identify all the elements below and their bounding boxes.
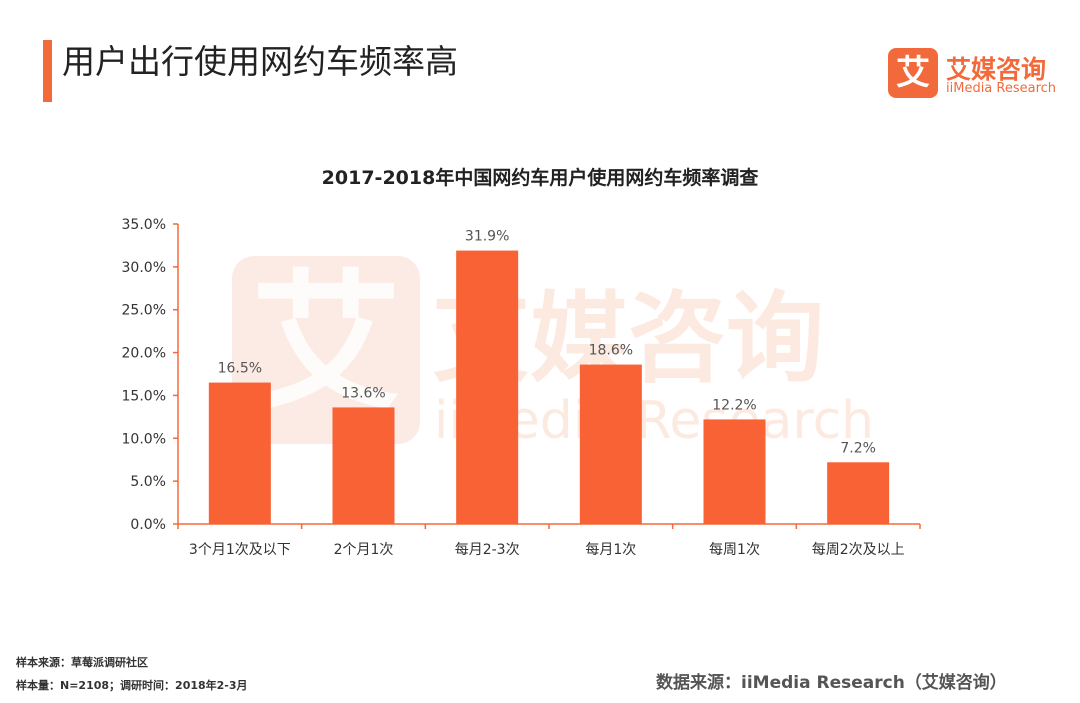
x-tick-label: 每月2-3次 xyxy=(455,542,520,558)
data-label: 13.6% xyxy=(341,385,385,401)
x-tick-label: 3个月1次及以下 xyxy=(189,542,291,558)
watermark: 艾 艾媒咨询 iiMedia Research xyxy=(232,256,874,451)
logo-icon: 艾 xyxy=(888,48,938,98)
axes: 0.0% 5.0% 10.0% 15.0% 20.0% 25.0% 30.0% 35.0% xyxy=(122,217,921,533)
sample-source: 样本来源：草莓派调研社区 xyxy=(16,656,148,669)
y-tick-label: 30.0% xyxy=(122,260,166,276)
x-tick-label: 2个月1次 xyxy=(334,542,394,558)
bar xyxy=(579,364,642,524)
y-tick-label: 10.0% xyxy=(122,431,166,447)
bars xyxy=(208,250,890,525)
watermark-logo-char: 艾 xyxy=(251,257,401,431)
data-label: 7.2% xyxy=(840,440,876,456)
chart-title: 2017-2018年中国网约车用户使用网约车频率调查 xyxy=(321,167,759,189)
watermark-logo-box xyxy=(232,256,420,444)
labels: 16.5% 3个月1次及以下 13.6% 2个月1次 31.9% 每月2-3次 18.6% 每… xyxy=(189,229,905,558)
x-tick-label: 每周2次及以上 xyxy=(812,542,905,558)
y-tick-label: 35.0% xyxy=(122,217,166,233)
bar xyxy=(456,250,519,525)
x-tick-label: 每周1次 xyxy=(709,542,760,558)
bar xyxy=(332,407,395,524)
sample-size: 样本量：N=2108；调研时间：2018年2-3月 xyxy=(16,679,248,692)
data-label: 18.6% xyxy=(589,343,633,359)
title-accent-bar xyxy=(43,40,52,102)
bar xyxy=(827,462,890,524)
logo-en-text: iiMedia Research xyxy=(946,81,1057,96)
bar xyxy=(703,419,766,524)
logo-cn-text: 艾媒咨询 xyxy=(946,55,1047,84)
x-tick-label: 每月1次 xyxy=(585,542,636,558)
y-tick-label: 0.0% xyxy=(130,517,166,533)
data-source: 数据来源：iiMedia Research（艾媒咨询） xyxy=(656,673,1007,693)
y-tick-label: 5.0% xyxy=(130,474,166,490)
data-label: 31.9% xyxy=(465,229,509,245)
y-tick-label: 25.0% xyxy=(122,303,166,319)
page-title: 用户出行使用网约车频率高 xyxy=(62,42,458,81)
brand-logo: 艾 艾媒咨询 iiMedia Research xyxy=(888,48,1058,102)
data-label: 16.5% xyxy=(218,361,262,377)
data-label: 12.2% xyxy=(712,397,756,413)
y-tick-label: 15.0% xyxy=(122,388,166,404)
y-tick-label: 20.0% xyxy=(122,346,166,362)
bar xyxy=(208,382,271,524)
